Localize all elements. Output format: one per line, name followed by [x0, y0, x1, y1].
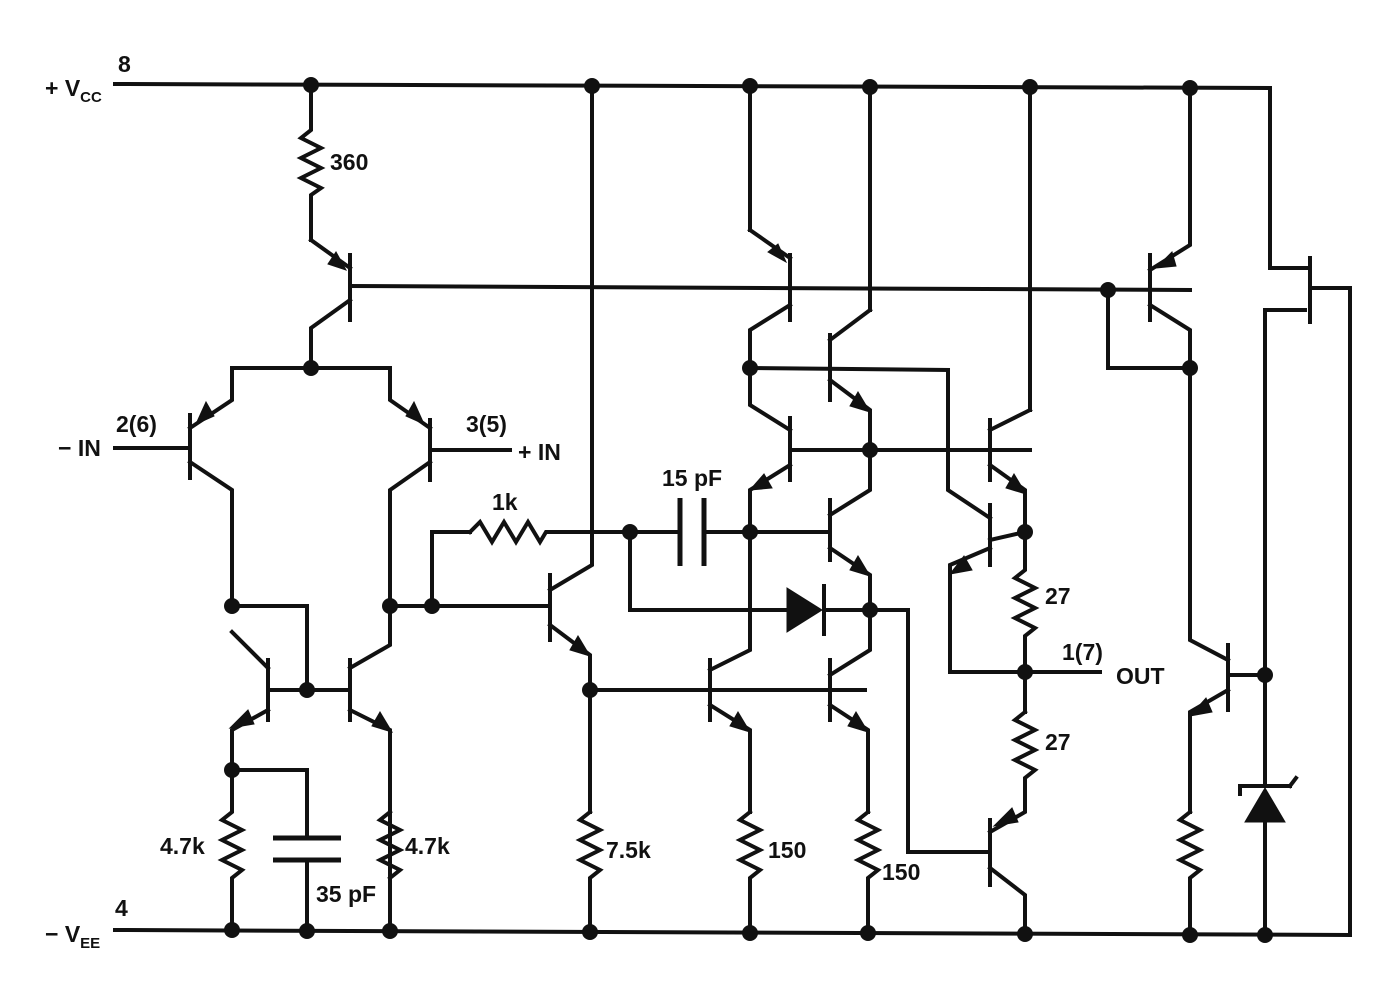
emitter-arrow-icon — [195, 400, 215, 425]
resistor-360-label: 360 — [330, 149, 368, 175]
vcc-pin-label: 8 — [118, 51, 131, 77]
resistor-7-5k — [575, 809, 605, 932]
vcc-rail — [112, 81, 1312, 270]
emitter-arrow-icon — [992, 807, 1019, 827]
resistor-bias — [1175, 809, 1205, 937]
emitter-arrow-icon — [1005, 473, 1028, 495]
resistor-4-7k-left-label: 4.7k — [160, 833, 205, 859]
emitter-arrow-icon — [327, 251, 348, 271]
inverting-input-label: − IN — [58, 435, 101, 461]
emitter-arrow-icon — [228, 709, 255, 729]
diode-icon — [786, 587, 823, 633]
noninverting-pin-label: 3(5) — [466, 411, 507, 437]
resistor-150-a-label: 150 — [768, 837, 806, 863]
junction-dots — [224, 77, 1273, 943]
emitter-arrow-icon — [849, 391, 872, 413]
emitter-arrow-icon — [748, 473, 773, 491]
resistor-360 — [296, 82, 326, 242]
vee-rail — [112, 286, 1352, 938]
emitter-arrow-icon — [405, 400, 425, 425]
emitter-arrow-icon — [1154, 251, 1177, 269]
emitter-arrow-icon — [948, 555, 973, 575]
emitter-arrow-icon — [767, 243, 788, 264]
tail-bias-line — [347, 283, 1193, 293]
resistor-150-b-label: 150 — [882, 859, 920, 885]
inverting-pin-label: 2(6) — [116, 411, 157, 437]
capacitor-35pf-label: 35 pF — [316, 881, 376, 907]
resistor-7-5k-label: 7.5k — [606, 837, 651, 863]
resistor-4-7k-right — [375, 809, 405, 881]
resistor-1k-label: 1k — [492, 489, 518, 515]
output-label: OUT — [1116, 663, 1165, 689]
resistor-27-bottom-label: 27 — [1045, 729, 1071, 755]
emitter-arrow-icon — [371, 711, 394, 733]
vee-pin-label: 4 — [115, 895, 128, 921]
vcc-label: + VCC — [45, 75, 102, 106]
emitter-arrow-icon — [1188, 697, 1213, 717]
emitter-arrow-icon — [849, 555, 872, 577]
output-pin-label: 1(7) — [1062, 639, 1103, 665]
emitter-arrow-icon — [847, 711, 870, 733]
resistor-4-7k-right-label: 4.7k — [405, 833, 450, 859]
resistor-150-a — [735, 809, 765, 932]
noninverting-input-label: + IN — [518, 439, 561, 465]
resistor-4-7k-left — [217, 768, 247, 932]
emitter-arrow-icon — [729, 711, 752, 733]
resistor-1k — [467, 518, 632, 546]
resistor-27-top — [1010, 530, 1040, 714]
resistor-27-bottom — [987, 709, 1040, 835]
capacitor-15pf-label: 15 pF — [662, 465, 722, 491]
resistor-27-top-label: 27 — [1045, 583, 1071, 609]
zener-diode-icon — [1244, 787, 1286, 823]
resistor-150-b — [853, 809, 883, 932]
emitter-arrow-icon — [569, 635, 592, 657]
vee-label: − VEE — [45, 921, 100, 952]
